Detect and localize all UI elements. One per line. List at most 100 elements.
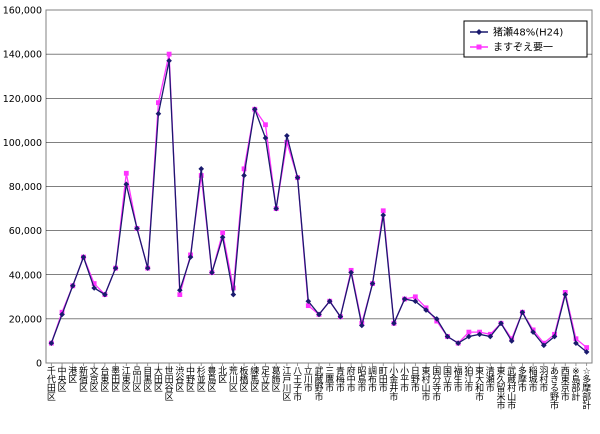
data-point — [91, 285, 97, 291]
x-tick-label: 多摩市 — [518, 365, 527, 394]
data-point — [220, 230, 226, 236]
x-tick-label: 東村山市 — [422, 365, 431, 403]
data-point — [69, 282, 76, 289]
data-point — [530, 329, 536, 335]
data-point — [177, 292, 183, 298]
x-tick-label: 中央区 — [58, 365, 67, 394]
y-tick-label: 0 — [36, 359, 42, 370]
data-point — [59, 311, 65, 318]
x-tick-label: 北区 — [218, 366, 227, 386]
data-point — [401, 296, 408, 302]
x-tick-label: 清瀬市 — [486, 365, 495, 394]
data-point — [102, 291, 108, 298]
x-tick-label: 新宿区 — [79, 365, 88, 394]
y-tick-label: 120,000 — [3, 94, 42, 105]
x-tick-label: 豊島区 — [207, 365, 216, 394]
x-tick-label: 稲城市 — [529, 365, 538, 394]
x-tick-label: 東久留米市 — [496, 365, 505, 411]
data-point — [91, 281, 97, 286]
x-tick-label: 八王子市 — [293, 367, 302, 403]
data-point — [305, 303, 311, 309]
data-point — [433, 316, 440, 322]
x-tick-label: 品川区 — [132, 366, 141, 394]
x-tick-label: 武蔵村山市 — [507, 365, 516, 411]
data-point — [198, 166, 205, 172]
x-tick-label: 狛江市 — [464, 365, 473, 394]
data-point — [326, 298, 333, 305]
data-point — [391, 320, 397, 327]
x-tick-label: 大田区 — [154, 365, 163, 394]
x-tick-label: あきる野市 — [550, 366, 559, 411]
data-point — [444, 333, 451, 340]
series-layer — [48, 51, 590, 355]
y-tick-label: 100,000 — [3, 138, 42, 149]
gridlines — [46, 53, 592, 366]
x-tick-label: 立川市 — [304, 365, 313, 394]
data-point — [48, 340, 55, 346]
x-tick-label: 昭島市 — [357, 366, 366, 394]
data-point — [487, 333, 494, 340]
x-tick-label: 渋谷区 — [175, 365, 184, 394]
data-point — [369, 280, 376, 287]
data-point — [156, 100, 161, 106]
x-axis-tick-labels: 千代田区中央区港区新宿区文京区台東区墨田区江東区品川区目黒区大田区世田谷区渋谷区… — [47, 365, 591, 411]
data-point — [316, 311, 322, 318]
x-tick-label: 江東区 — [122, 366, 131, 394]
data-point — [273, 205, 279, 212]
data-point — [134, 225, 140, 232]
x-tick-label: 日野市 — [411, 366, 420, 394]
series-inose — [48, 57, 590, 355]
x-tick-label: 青梅市 — [336, 365, 345, 394]
data-point — [209, 269, 215, 276]
data-point — [412, 294, 418, 300]
x-tick-label: 武蔵野市 — [314, 365, 323, 403]
x-tick-label: 足立区 — [261, 366, 270, 394]
y-axis-tick-labels: 0 20,000 40,000 60,000 80,000 100,000 120,000 1… — [3, 6, 42, 370]
data-point — [562, 291, 569, 298]
legend-box — [463, 20, 588, 58]
y-tick-label: 40,000 — [9, 270, 42, 281]
x-tick-label: 荒川区 — [229, 366, 238, 394]
legend: 猪瀬48%(H24) ますぞえ要一 — [463, 20, 588, 58]
data-point — [551, 333, 558, 340]
x-tick-label: 墨田区 — [111, 366, 120, 394]
data-point — [230, 291, 237, 298]
data-point — [123, 181, 130, 188]
data-point — [519, 309, 526, 316]
data-point — [241, 166, 247, 172]
data-point — [508, 338, 515, 344]
data-point — [219, 234, 226, 241]
data-point — [583, 349, 590, 355]
data-point — [251, 106, 258, 113]
y-tick-label: 140,000 — [3, 50, 42, 61]
x-tick-label: 東大和市 — [475, 365, 484, 403]
data-point — [187, 254, 194, 260]
data-point — [305, 298, 312, 305]
data-point — [466, 329, 472, 335]
data-point — [466, 333, 472, 340]
x-tick-label: 調布市 — [368, 365, 377, 394]
data-point — [198, 173, 204, 178]
legend-marker-masuzoe — [476, 44, 482, 50]
data-point — [262, 135, 269, 141]
data-point — [573, 340, 579, 346]
x-tick-label: 杉並区 — [197, 365, 206, 394]
data-point — [541, 342, 547, 349]
data-point — [241, 172, 247, 179]
x-tick-label: 練馬区 — [250, 365, 259, 394]
x-tick-label: ☆多摩部計 — [582, 367, 591, 411]
legend-label-inose: 猪瀬48%(H24) — [493, 27, 563, 39]
data-point — [476, 331, 483, 338]
x-tick-label: 町田市 — [379, 367, 388, 394]
x-tick-label: 小金井市 — [389, 366, 398, 403]
x-tick-label: 中野区 — [186, 365, 195, 394]
y-tick-label: 60,000 — [9, 226, 42, 237]
data-point — [584, 345, 590, 350]
x-tick-label: 小平市 — [400, 366, 409, 394]
data-point — [284, 132, 290, 139]
data-point — [412, 298, 419, 305]
legend-marker-inose — [476, 29, 482, 35]
x-tick-label: 港区 — [68, 365, 77, 386]
data-point — [155, 110, 162, 117]
x-tick-label: 板橋区 — [240, 365, 249, 394]
